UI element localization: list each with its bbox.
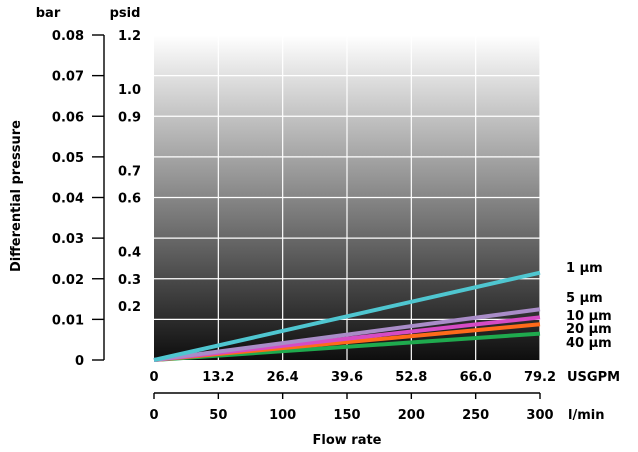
legend-entry: 1 µm — [566, 261, 603, 276]
axes — [92, 34, 541, 399]
bar-tick-label: 0.05 — [52, 151, 84, 166]
lpm-tick-label: 150 — [333, 408, 360, 423]
psid-tick-label: 0.9 — [118, 110, 141, 125]
usgpm-tick-label: 79.2 — [524, 370, 556, 385]
usgpm-tick-label: 26.4 — [267, 370, 299, 385]
legend-entry: 20 µm — [566, 322, 612, 337]
bar-tick-label: 0.06 — [52, 110, 84, 125]
bar-tick-label: 0 — [75, 354, 84, 369]
x-axis-title: Flow rate — [312, 433, 381, 448]
series-line — [153, 270, 541, 362]
grid-lines — [154, 34, 541, 360]
series-line — [153, 307, 541, 362]
psid-tick-label: 0.2 — [118, 300, 141, 315]
psid-tick-label: 1.2 — [118, 29, 141, 44]
bar-tick-label: 0.04 — [52, 192, 84, 207]
chart-labels: 0 0.01 0.02 0.03 0.04 0.05 0.06 0.07 0.08 0.2 0.3 0… — [52, 29, 612, 423]
usgpm-tick-label: 39.6 — [331, 370, 363, 385]
psid-tick-label: 1.0 — [118, 83, 141, 98]
psid-tick-label: 0.4 — [118, 246, 141, 261]
lpm-tick-label: 100 — [269, 408, 296, 423]
y-axis-title: Differential pressure — [9, 120, 24, 272]
lpm-tick-label: 300 — [526, 408, 553, 423]
psid-tick-label: 0.3 — [118, 273, 141, 288]
lpm-tick-label: 0 — [149, 408, 158, 423]
usgpm-tick-label: 52.8 — [395, 370, 427, 385]
usgpm-tick-label: 13.2 — [202, 370, 234, 385]
legend-entry: 40 µm — [566, 336, 612, 351]
bar-tick-label: 0.01 — [52, 313, 84, 328]
bar-tick-label: 0.08 — [52, 29, 84, 44]
series-lines — [153, 270, 541, 362]
bar-unit-label: bar — [36, 6, 61, 21]
lpm-tick-label: 200 — [398, 408, 425, 423]
bar-tick-label: 0.07 — [52, 70, 84, 85]
bar-tick-label: 0.03 — [52, 232, 84, 247]
lpm-tick-label: 250 — [462, 408, 489, 423]
lpm-unit-label: l/min — [568, 408, 604, 423]
psid-tick-label: 0.7 — [118, 164, 141, 179]
usgpm-unit-label: USGPM — [567, 370, 620, 385]
psid-unit-label: psid — [110, 6, 141, 21]
legend-entry: 5 µm — [566, 291, 603, 306]
usgpm-tick-label: 0 — [149, 370, 158, 385]
usgpm-tick-label: 66.0 — [460, 370, 492, 385]
lpm-tick-label: 50 — [209, 408, 227, 423]
legend-entry: 10 µm — [566, 309, 612, 324]
bar-tick-label: 0.02 — [52, 273, 84, 288]
psid-tick-label: 0.6 — [118, 192, 141, 207]
